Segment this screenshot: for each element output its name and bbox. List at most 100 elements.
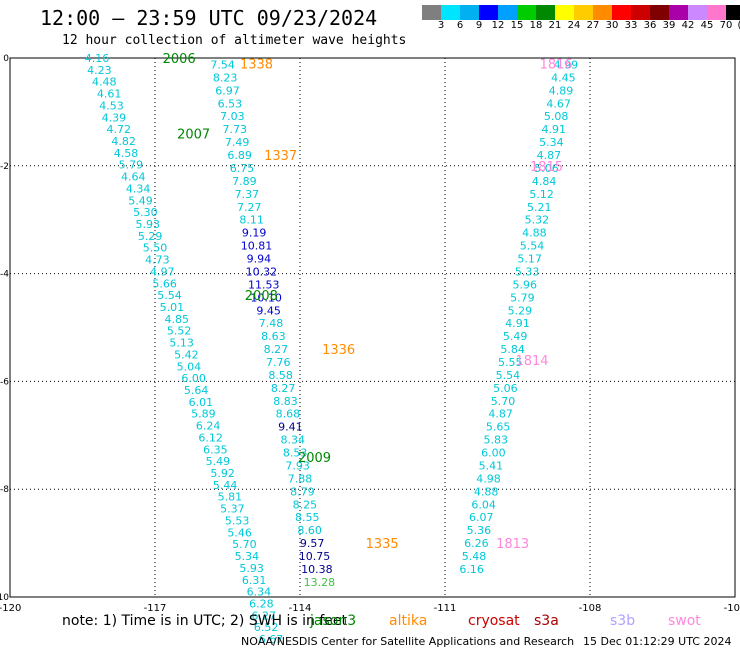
color-scale-cell (612, 5, 631, 20)
wave-height-label: 8.34 (281, 434, 306, 447)
color-scale-cell (536, 5, 555, 20)
wave-height-label: 4.82 (111, 135, 136, 148)
color-scale-label: 12 (491, 20, 505, 31)
wave-height-label: 6.31 (242, 574, 267, 587)
satellite-legend-swot: swot (668, 613, 701, 629)
wave-height-label: 10.75 (299, 550, 331, 563)
wave-height-label: 4.23 (87, 64, 112, 77)
x-tick-label: -111 (434, 603, 457, 614)
wave-height-label: 5.29 (508, 304, 533, 317)
wave-height-label: 5.81 (218, 491, 243, 504)
credit-timestamp: 15 Dec 01:12:29 UTC 2024 (583, 635, 732, 648)
wave-height-label: 6.04 (471, 498, 496, 511)
wave-height-label: 9.41 (278, 421, 303, 434)
wave-height-label: 9.94 (247, 253, 272, 266)
wave-height-label: 6.53 (218, 97, 243, 110)
wave-height-label: 8.55 (295, 511, 320, 524)
wave-height-label: 7.37 (235, 188, 260, 201)
wave-height-label: 6.75 (230, 162, 255, 175)
wave-height-label: 4.88 (522, 227, 547, 240)
wave-height-label: 8.53 (283, 447, 308, 460)
wave-height-label: 7.93 (285, 459, 310, 472)
y-tick-label: -10 (0, 593, 9, 603)
y-tick-label: -2 (0, 162, 9, 172)
color-scale-label: 6 (456, 20, 464, 31)
wave-height-label: 4.34 (126, 182, 151, 195)
wave-height-label: 6.52 (254, 621, 279, 634)
y-tick-label: 0 (3, 54, 9, 64)
credit-text: NOAA/NESDIS Center for Satellite Applica… (241, 635, 575, 648)
color-scale-label: 27 (586, 20, 600, 31)
wave-height-label: 6.89 (227, 149, 252, 162)
wave-height-label: 6.35 (203, 443, 228, 456)
x-tick-label: -117 (144, 603, 167, 614)
wave-height-label: 8.27 (264, 343, 289, 356)
wave-height-label: 8.58 (268, 369, 293, 382)
wave-height-label: 7.76 (266, 356, 291, 369)
wave-height-label: 5.44 (213, 479, 238, 492)
color-scale-cell (593, 5, 612, 20)
color-scale-label: 70 (719, 20, 733, 31)
wave-height-label: 10.32 (246, 265, 278, 278)
wave-height-label: 6.00 (181, 372, 206, 385)
wave-height-label: 11.53 (248, 278, 280, 291)
wave-height-label: 4.61 (97, 88, 122, 101)
wave-height-label: 5.06 (534, 162, 559, 175)
wave-height-label: 5.06 (493, 382, 518, 395)
wave-height-label: 5.46 (227, 526, 252, 539)
wave-height-label: 7.48 (259, 317, 284, 330)
wave-height-label: 4.39 (102, 111, 127, 124)
wave-height-label: 4.84 (532, 175, 557, 188)
color-scale-cell (517, 5, 536, 20)
plot-frame (9, 57, 736, 598)
wave-height-label: 10.81 (241, 240, 273, 253)
wave-height-label: 4.72 (107, 123, 132, 136)
wave-height-label: 8.25 (293, 498, 318, 511)
color-scale-cell (498, 5, 517, 20)
wave-height-label: 5.30 (133, 206, 158, 219)
wave-height-label: 5.70 (491, 395, 516, 408)
wave-height-label: 8.83 (273, 395, 298, 408)
wave-height-label: 5.92 (210, 467, 235, 480)
wave-height-label: 5.49 (128, 194, 153, 207)
wave-height-label: 4.53 (99, 99, 124, 112)
wave-height-label: 5.89 (191, 408, 216, 421)
wave-height-label: 5.52 (167, 325, 192, 338)
wave-height-label: 4.73 (145, 254, 170, 267)
wave-height-label: 4.48 (92, 76, 117, 89)
color-scale-cell (479, 5, 498, 20)
wave-height-label: 5.29 (138, 230, 163, 243)
wave-height-label: 6.34 (247, 586, 272, 599)
wave-height-label: 5.66 (152, 277, 177, 290)
wave-height-label: 4.16 (85, 52, 110, 65)
wave-height-label: 6.07 (469, 511, 494, 524)
color-scale-label: 45 (700, 20, 714, 31)
wave-height-label: 5.49 (503, 330, 528, 343)
color-scale-label: 9 (475, 20, 483, 31)
satellite-legend-cryosat: cryosat (468, 613, 520, 629)
x-tick-label: -105 (724, 603, 740, 614)
color-scale-cell (555, 5, 574, 20)
wave-height-label: 6.67 (259, 633, 284, 646)
wave-height-label: 5.64 (184, 384, 209, 397)
wave-height-label: 5.96 (513, 278, 538, 291)
wave-height-label: 5.33 (515, 265, 540, 278)
color-scale-label: 24 (567, 20, 581, 31)
color-scale-label: 39 (662, 20, 676, 31)
wave-height-label: 6.26 (464, 537, 489, 550)
wave-height-label: 4.91 (542, 123, 567, 136)
wave-height-label: 5.53 (225, 514, 250, 527)
color-scale-cell (650, 5, 669, 20)
color-scale-cell (574, 5, 593, 20)
color-scale-cell (631, 5, 650, 20)
wave-height-label: 5.41 (479, 459, 504, 472)
footer-note: note: 1) Time is in UTC; 2) SWH is in fe… (62, 613, 348, 629)
wave-height-label: 5.08 (544, 110, 569, 123)
wave-height-label: 4.97 (150, 265, 175, 278)
x-tick-label: -120 (0, 603, 21, 614)
wave-height-label: 5.65 (486, 421, 511, 434)
wave-height-label: 6.00 (481, 447, 506, 460)
wave-height-label: 10.38 (301, 563, 333, 576)
wave-height-label: 4.85 (165, 313, 190, 326)
